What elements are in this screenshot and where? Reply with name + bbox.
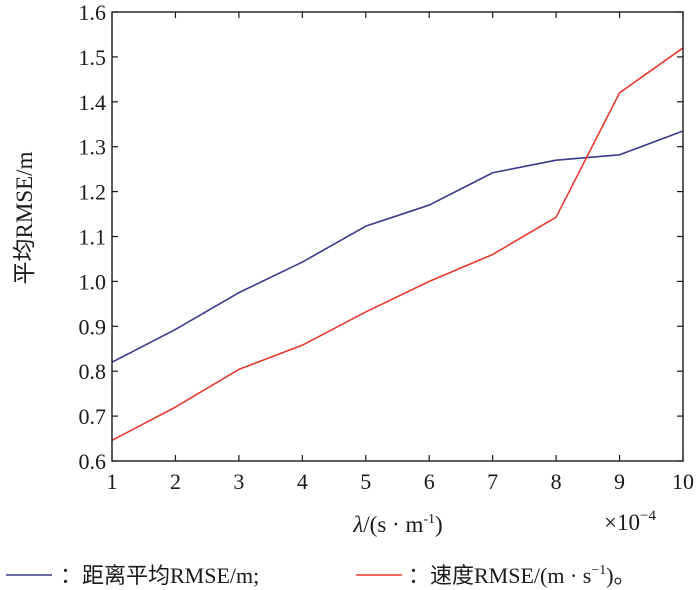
x-tick-label: 10 bbox=[672, 469, 694, 494]
x-axis-ticks: 1 2 3 4 5 6 7 8 9 10 bbox=[107, 12, 694, 494]
x-tick-label: 4 bbox=[297, 469, 308, 494]
series-layer bbox=[111, 47, 684, 442]
plot-frame bbox=[111, 11, 684, 462]
legend-label-distance: ：距离平均RMSE/m; bbox=[60, 563, 259, 588]
legend: ：距离平均RMSE/m; ：速度RMSE/(m · s−1)。 bbox=[6, 563, 636, 588]
x-tick-label: 2 bbox=[170, 469, 181, 494]
y-tick-label: 1.1 bbox=[79, 225, 107, 250]
y-tick-label: 1.2 bbox=[79, 180, 107, 205]
x-tick-label: 6 bbox=[424, 469, 435, 494]
y-tick-label: 1.6 bbox=[79, 0, 107, 25]
series-line-distance-rmse bbox=[111, 130, 684, 363]
series-line-speed-rmse bbox=[111, 47, 684, 442]
x-tick-label: 1 bbox=[107, 469, 118, 494]
x-tick-label: 3 bbox=[233, 469, 244, 494]
x-tick-label: 5 bbox=[360, 469, 371, 494]
x-axis-multiplier: ×10−4 bbox=[604, 508, 656, 535]
x-tick-label: 9 bbox=[614, 469, 625, 494]
y-axis-ticks: 0.6 0.7 0.8 0.9 1.0 1.1 1.2 1.3 1.4 1.5 1.6 bbox=[79, 0, 683, 474]
y-tick-label: 0.7 bbox=[79, 404, 107, 429]
x-tick-label: 7 bbox=[487, 469, 498, 494]
y-tick-label: 0.8 bbox=[79, 359, 107, 384]
y-tick-label: 1.0 bbox=[79, 269, 107, 294]
y-tick-label: 1.4 bbox=[79, 90, 107, 115]
x-axis-title: λ/(s · m-1) bbox=[352, 512, 442, 537]
y-tick-label: 0.6 bbox=[79, 449, 107, 474]
legend-label-speed: ：速度RMSE/(m · s−1)。 bbox=[408, 563, 636, 588]
y-tick-label: 1.5 bbox=[79, 45, 107, 70]
y-tick-label: 1.3 bbox=[79, 135, 107, 160]
x-tick-label: 8 bbox=[551, 469, 562, 494]
y-tick-label: 0.9 bbox=[79, 314, 107, 339]
y-axis-title: 平均RMSE/m bbox=[12, 151, 37, 284]
